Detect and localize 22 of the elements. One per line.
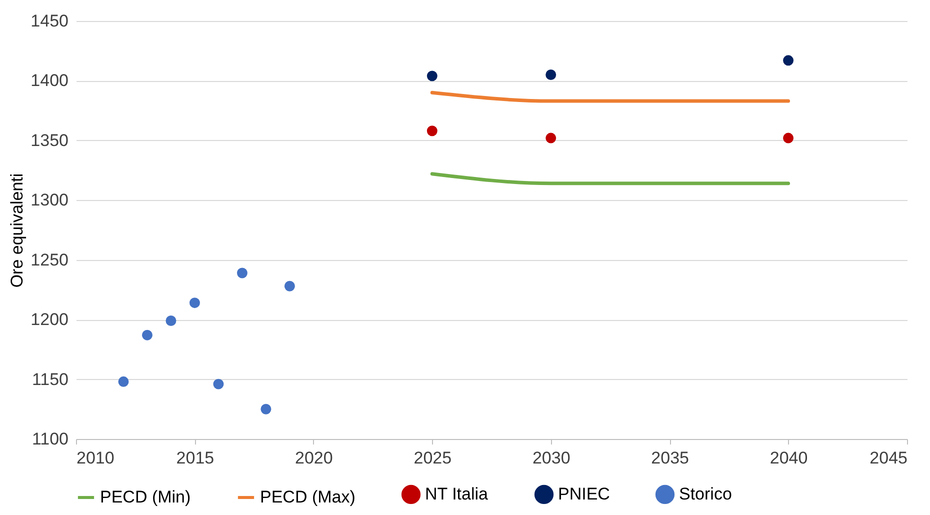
x-tick-label: 2025 — [414, 448, 452, 468]
y-tick-label: 1100 — [32, 430, 68, 448]
legend-label: PNIEC — [558, 484, 610, 504]
x-tick-label: 2040 — [770, 448, 808, 468]
x-tick-label: 2035 — [651, 448, 689, 468]
y-tick-label: 1450 — [30, 12, 68, 30]
legend-label: NT Italia — [425, 484, 489, 504]
y-tick-label: 1150 — [32, 370, 68, 389]
y-tick-label: 1250 — [30, 250, 68, 270]
legend-label: Storico — [679, 484, 732, 504]
y-tick-label: 1300 — [30, 190, 68, 210]
x-tick-label: 2010 — [76, 448, 114, 468]
y-tick-label: 1350 — [30, 130, 68, 150]
x-tick-label: 2030 — [532, 448, 570, 468]
x-tick-label: 2020 — [295, 448, 333, 468]
legend-label: PECD (Min) — [100, 488, 191, 506]
y-tick-label: 1200 — [30, 310, 68, 330]
legend-label: PECD (Max) — [260, 488, 356, 506]
y-tick-label: 1400 — [30, 71, 68, 90]
x-tick-label: 2015 — [176, 448, 214, 468]
y-axis-title: Ore equivalenti — [8, 173, 27, 288]
x-tick-label: 2045 — [870, 448, 908, 468]
